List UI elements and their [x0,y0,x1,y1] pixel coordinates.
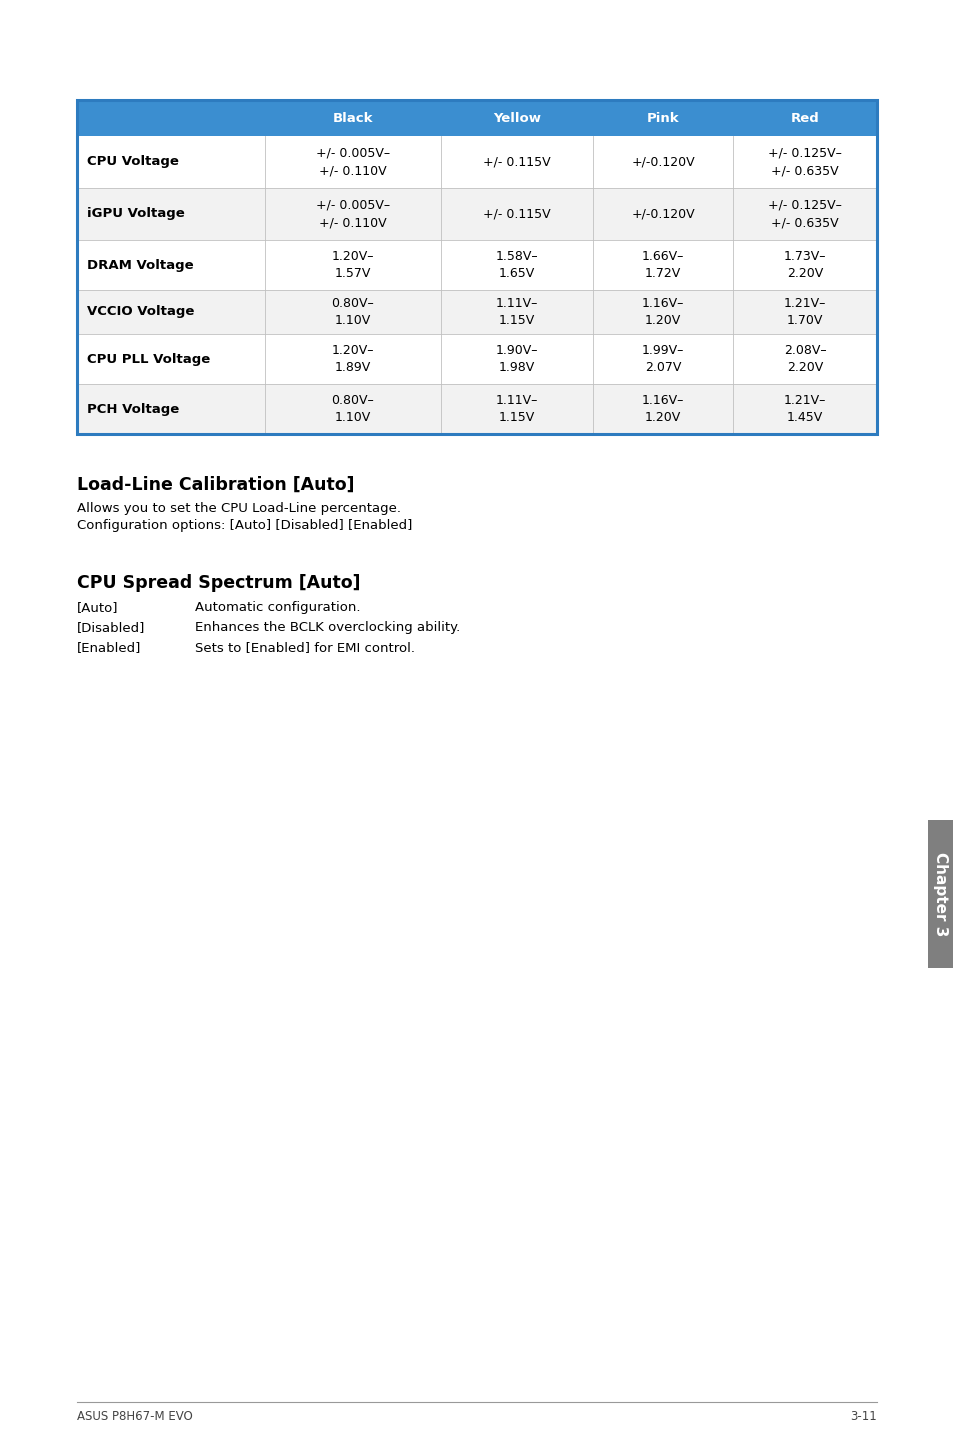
Text: 1.16V–
1.20V: 1.16V– 1.20V [641,296,683,328]
Text: +/- 0.115V: +/- 0.115V [482,155,550,168]
Text: [Enabled]: [Enabled] [77,641,141,654]
Bar [77,290,876,334]
Text: 1.11V–
1.15V: 1.11V– 1.15V [496,394,537,424]
Text: Sets to [Enabled] for EMI control.: Sets to [Enabled] for EMI control. [194,641,415,654]
Text: +/- 0.115V: +/- 0.115V [482,207,550,220]
Text: 1.90V–
1.98V: 1.90V– 1.98V [496,344,537,374]
Text: Automatic configuration.: Automatic configuration. [194,601,360,614]
Bar [77,384,876,434]
Text: DRAM Voltage: DRAM Voltage [87,259,193,272]
Text: 1.11V–
1.15V: 1.11V– 1.15V [496,296,537,328]
Text: 1.16V–
1.20V: 1.16V– 1.20V [641,394,683,424]
Text: 2.08V–
2.20V: 2.08V– 2.20V [782,344,825,374]
Text: 1.20V–
1.57V: 1.20V– 1.57V [332,250,374,280]
Text: +/- 0.125V–
+/- 0.635V: +/- 0.125V– +/- 0.635V [767,198,841,229]
Text: PCH Voltage: PCH Voltage [87,403,179,416]
Text: CPU Voltage: CPU Voltage [87,155,179,168]
Text: 1.21V–
1.45V: 1.21V– 1.45V [783,394,825,424]
Bar [77,101,876,137]
Text: ASUS P8H67-M EVO: ASUS P8H67-M EVO [77,1411,193,1424]
Text: +/-0.120V: +/-0.120V [631,155,694,168]
Text: 0.80V–
1.10V: 0.80V– 1.10V [332,296,374,328]
Text: +/- 0.125V–
+/- 0.635V: +/- 0.125V– +/- 0.635V [767,147,841,177]
Bar [77,334,876,384]
Bar [77,101,876,434]
Text: 1.21V–
1.70V: 1.21V– 1.70V [783,296,825,328]
Text: iGPU Voltage: iGPU Voltage [87,207,185,220]
Text: 0.80V–
1.10V: 0.80V– 1.10V [332,394,374,424]
Text: [Auto]: [Auto] [77,601,118,614]
Text: Red: Red [790,112,819,125]
Text: 1.99V–
2.07V: 1.99V– 2.07V [641,344,683,374]
Text: +/-0.120V: +/-0.120V [631,207,694,220]
Text: Enhances the BCLK overclocking ability.: Enhances the BCLK overclocking ability. [194,621,459,634]
Bar [77,137,876,188]
Text: Yellow: Yellow [493,112,540,125]
Text: Chapter 3: Chapter 3 [933,851,947,936]
Text: 1.73V–
2.20V: 1.73V– 2.20V [783,250,825,280]
Text: 1.20V–
1.89V: 1.20V– 1.89V [332,344,374,374]
Text: 1.58V–
1.65V: 1.58V– 1.65V [496,250,537,280]
Text: Black: Black [333,112,373,125]
Text: CPU PLL Voltage: CPU PLL Voltage [87,352,210,365]
Text: CPU Spread Spectrum [Auto]: CPU Spread Spectrum [Auto] [77,574,360,592]
Text: Pink: Pink [646,112,679,125]
Text: [Disabled]: [Disabled] [77,621,145,634]
Text: +/- 0.005V–
+/- 0.110V: +/- 0.005V– +/- 0.110V [315,198,390,229]
Text: VCCIO Voltage: VCCIO Voltage [87,305,194,318]
Bar [927,820,953,968]
Text: +/- 0.005V–
+/- 0.110V: +/- 0.005V– +/- 0.110V [315,147,390,177]
Text: 3-11: 3-11 [849,1411,876,1424]
Text: Load-Line Calibration [Auto]: Load-Line Calibration [Auto] [77,476,355,495]
Text: Allows you to set the CPU Load-Line percentage.: Allows you to set the CPU Load-Line perc… [77,502,400,515]
Text: Configuration options: [Auto] [Disabled] [Enabled]: Configuration options: [Auto] [Disabled]… [77,519,412,532]
Bar [77,188,876,240]
Text: 1.66V–
1.72V: 1.66V– 1.72V [641,250,683,280]
Bar [77,240,876,290]
